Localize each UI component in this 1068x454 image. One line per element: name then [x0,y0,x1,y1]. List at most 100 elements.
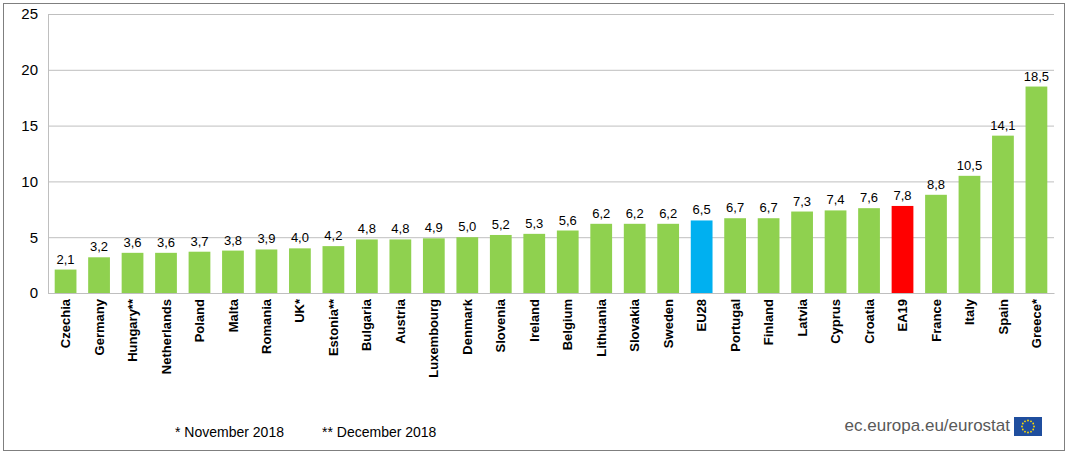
data-label: 6,5 [693,202,711,217]
logo-star [1024,431,1026,433]
x-tick: Portugal [728,299,743,352]
bar [724,218,746,293]
frame [4,4,1065,451]
data-label: 3,6 [157,235,175,250]
bar [992,136,1014,293]
y-tick-label: 10 [21,173,38,190]
data-label: 5,2 [492,217,510,232]
data-label: 4,0 [291,230,309,245]
x-tick: Cyprus [828,299,843,344]
x-tick-label: Slovenia [493,298,508,352]
x-tick-label: EU28 [694,299,709,332]
data-label: 4,9 [425,220,443,235]
logo-star [1027,420,1029,422]
data-label: 6,2 [659,206,677,221]
bar [691,220,713,293]
x-tick-label: Finland [761,299,776,345]
bar [256,249,278,293]
y-tick: 25 [21,5,1054,22]
logo-star [1027,432,1029,434]
x-tick: Belgium [560,299,575,350]
x-tick: Estonia** [326,298,341,356]
data-label: 4,2 [324,228,342,243]
grid-line [48,293,1054,294]
x-tick-label: Belgium [560,299,575,350]
grid-line [48,14,1054,15]
bar [423,238,445,293]
bar [557,231,579,293]
x-tick-label: Bulgaria [359,298,374,351]
x-tick-label: Slovakia [627,298,642,352]
bar [490,235,512,293]
bar [88,257,110,293]
x-tick: Poland [192,299,207,342]
x-tick: Ireland [527,299,542,342]
x-tick-label: Romania [259,298,274,354]
bar [523,234,545,293]
y-axis: 0510152025 [21,5,1054,301]
x-tick: Romania [259,298,274,354]
x-tick: Finland [761,299,776,345]
x-tick-label: Italy [962,298,977,325]
logo-star [1033,426,1035,428]
chart: 0510152025CzechiaGermanyHungary**Netherl… [0,0,1068,454]
data-label: 6,2 [626,206,644,221]
data-label: 7,8 [893,188,911,203]
x-tick-label: Netherlands [159,299,174,374]
data-label: 5,3 [525,216,543,231]
data-label: 3,8 [224,233,242,248]
data-label: 5,6 [559,213,577,228]
y-tick-label: 15 [21,117,38,134]
x-tick-label: Austria [393,298,408,344]
x-tick-label: UK* [292,298,307,323]
x-tick-label: Estonia** [326,298,341,356]
x-tick-label: Spain [995,299,1010,334]
y-tick-label: 20 [21,61,38,78]
bar [356,239,378,293]
x-tick: France [929,299,944,342]
logo-flag [1014,417,1042,436]
data-label: 2,1 [57,252,75,267]
data-label: 7,3 [793,194,811,209]
logo-star [1032,429,1034,431]
data-label: 4,8 [391,221,409,236]
bar [791,212,813,293]
annotation: ** December 2018 [322,424,437,440]
y-tick-label: 5 [30,229,38,246]
data-label: 8,8 [927,177,945,192]
data-label: 3,2 [90,239,108,254]
logo-star [1022,429,1024,431]
x-tick: Slovenia [493,298,508,352]
x-tick-label: Croatia [862,298,877,344]
data-label: 10,5 [957,158,982,173]
x-tick-label: Ireland [527,299,542,342]
bar [959,176,981,293]
bar [758,218,780,293]
bar [389,239,411,293]
x-tick-label: EA19 [895,299,910,332]
bar [189,252,211,293]
bar [456,237,478,293]
annotation: * November 2018 [175,424,284,440]
data-label: 6,7 [760,200,778,215]
x-tick-label: Sweden [661,299,676,348]
x-tick: Spain [995,299,1010,334]
x-tick-label: Malta [226,298,241,332]
x-tick: Czechia [58,298,73,348]
bar [657,224,679,293]
logo-star [1032,423,1034,425]
x-axis-line [49,293,1055,294]
data-label: 6,2 [592,206,610,221]
bar [222,251,244,293]
bar [624,224,646,293]
bar [122,253,144,293]
x-tick: Germany [92,298,107,355]
bar [55,270,77,293]
data-label: 4,8 [358,221,376,236]
logo-star [1030,420,1032,422]
y-axis-line [48,15,49,294]
x-tick: Austria [393,298,408,344]
x-tick-label: Cyprus [828,299,843,344]
x-tick: Lithuania [594,298,609,357]
x-tick: Hungary** [125,298,140,362]
